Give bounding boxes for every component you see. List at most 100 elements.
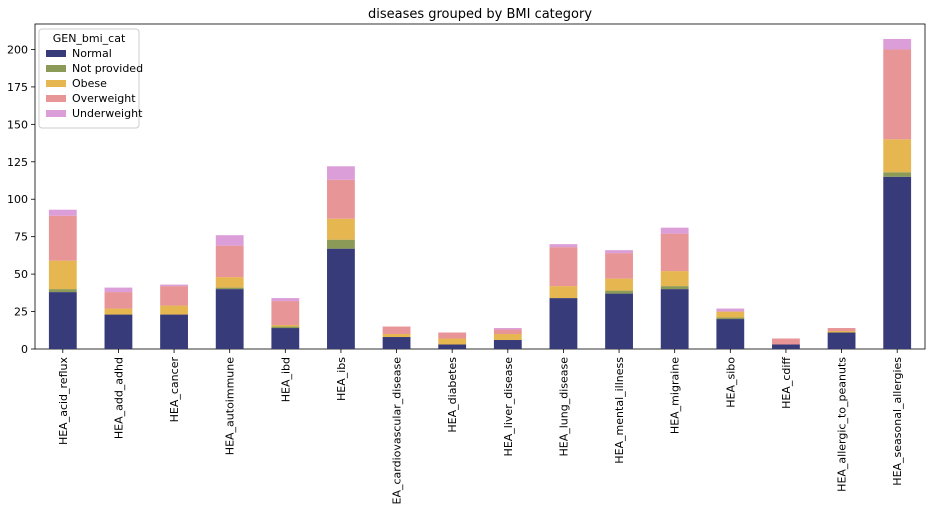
x-tick-label: HEA_liver_disease — [502, 357, 515, 457]
y-tick-label: 200 — [7, 43, 28, 56]
bar-segment — [716, 308, 745, 312]
bar-segment — [327, 218, 355, 240]
x-tick-label: HEA_add_adhd — [112, 357, 125, 439]
bar-segment — [605, 293, 633, 349]
y-tick-label: 175 — [7, 81, 28, 94]
bar-segment — [827, 331, 856, 333]
bar-segment — [215, 287, 244, 290]
bar-segment — [660, 289, 689, 349]
legend-swatch — [46, 65, 66, 72]
bar-segment — [549, 244, 578, 248]
bar-segment — [883, 139, 912, 173]
legend-item-label: Not provided — [72, 62, 143, 75]
bar-segment — [827, 332, 856, 349]
bar-segment — [438, 332, 467, 339]
bar-segment — [382, 337, 411, 349]
bar-segment — [605, 278, 633, 291]
legend-swatch — [46, 50, 66, 57]
plot-area: 0 25 50 75 100 125 150 175 200 HEA_acid_reflux HEA… — [7, 23, 926, 509]
bar-segment — [772, 344, 800, 349]
bar-segment — [160, 314, 188, 349]
bar-segment — [160, 305, 188, 315]
bar-segment — [215, 277, 244, 288]
legend-item-label: Overweight — [72, 92, 136, 105]
y-tick-label: 0 — [21, 343, 28, 356]
legend-title: GEN_bmi_cat — [53, 32, 126, 45]
x-tick-label: HEA_allergic_to_peanuts — [836, 357, 849, 492]
bar-segment — [327, 239, 355, 249]
bar-segment — [327, 166, 355, 180]
bar-segment — [104, 308, 133, 315]
bar-segment — [382, 326, 411, 335]
y-tick-label: 25 — [14, 306, 28, 319]
bar-segment — [883, 49, 912, 140]
bar-segment — [549, 286, 578, 299]
plot-frame — [34, 23, 926, 350]
bar-segment — [104, 314, 133, 349]
bar-segment — [716, 319, 745, 349]
bar-segment — [605, 250, 633, 254]
bar-segment — [48, 260, 77, 290]
y-tick-label: 50 — [14, 268, 28, 281]
legend-item-label: Underweight — [72, 107, 143, 120]
bar-segment — [215, 289, 244, 349]
legend-swatch — [46, 110, 66, 117]
bar-segment — [104, 287, 133, 293]
bar-segment — [215, 235, 244, 246]
legend-swatch — [46, 80, 66, 87]
legend-item-label: Obese — [72, 77, 107, 90]
bar-segment — [716, 317, 745, 320]
x-tick-label: HEA_autoimmune — [224, 357, 237, 455]
x-tick-label: HEA_cardiovascular_disease — [391, 357, 404, 505]
x-tick-label: HEA_seasonal_allergies — [891, 357, 904, 486]
bar-segment — [271, 326, 300, 329]
legend-item-label: Normal — [72, 47, 112, 60]
bar-segment — [549, 247, 578, 287]
bar-segment — [772, 338, 800, 345]
chart-title: diseases grouped by BMI category — [368, 7, 592, 22]
bar-segment — [48, 215, 77, 261]
x-tick-label: HEA_lung_disease — [557, 357, 570, 457]
bar-segment — [104, 292, 133, 309]
x-tick-label: HEA_acid_reflux — [57, 357, 70, 446]
bar-segment — [327, 248, 355, 349]
y-tick-label: 150 — [7, 118, 28, 131]
bar-segment — [271, 328, 300, 349]
bar-segment — [883, 38, 912, 50]
bar-segment — [382, 334, 411, 338]
legend: GEN_bmi_cat Normal Not provided Obese Overwe… — [38, 28, 143, 129]
bar-segment — [660, 271, 689, 287]
bar-segment — [605, 290, 633, 294]
bar-segment — [493, 334, 522, 341]
bar-segment — [327, 179, 355, 219]
y-tick-label: 100 — [7, 193, 28, 206]
y-tick-label: 75 — [14, 231, 28, 244]
x-tick-label: HEA_diabetes — [446, 357, 459, 433]
x-tick-label: HEA_mental_illness — [613, 357, 626, 464]
bar-segment — [660, 286, 689, 290]
bar-segment — [549, 298, 578, 349]
y-tick-label: 125 — [7, 156, 28, 169]
x-tick-label: HEA_migraine — [669, 357, 682, 434]
x-tick-label: HEA_ibs — [335, 357, 348, 401]
bar-segment — [271, 298, 300, 302]
x-tick-label: HEA_cdiff — [780, 357, 793, 409]
bar-segment — [827, 328, 856, 332]
bar-segment — [438, 338, 467, 345]
bar-segment — [271, 325, 300, 327]
bar-segment — [660, 227, 689, 234]
x-tick-label: HEA_ibd — [279, 357, 292, 402]
bar-segment — [493, 328, 522, 330]
bar-segment — [160, 286, 188, 306]
bar-segment — [493, 329, 522, 335]
bar-segment — [438, 344, 467, 349]
bar-segment — [883, 176, 912, 349]
bar-segment — [215, 245, 244, 278]
x-tick-label: HEA_sibo — [724, 357, 737, 408]
bar-segment — [605, 253, 633, 279]
bar-segment — [271, 301, 300, 326]
x-tick-label: HEA_cancer — [168, 357, 181, 423]
bar-segment — [493, 340, 522, 349]
